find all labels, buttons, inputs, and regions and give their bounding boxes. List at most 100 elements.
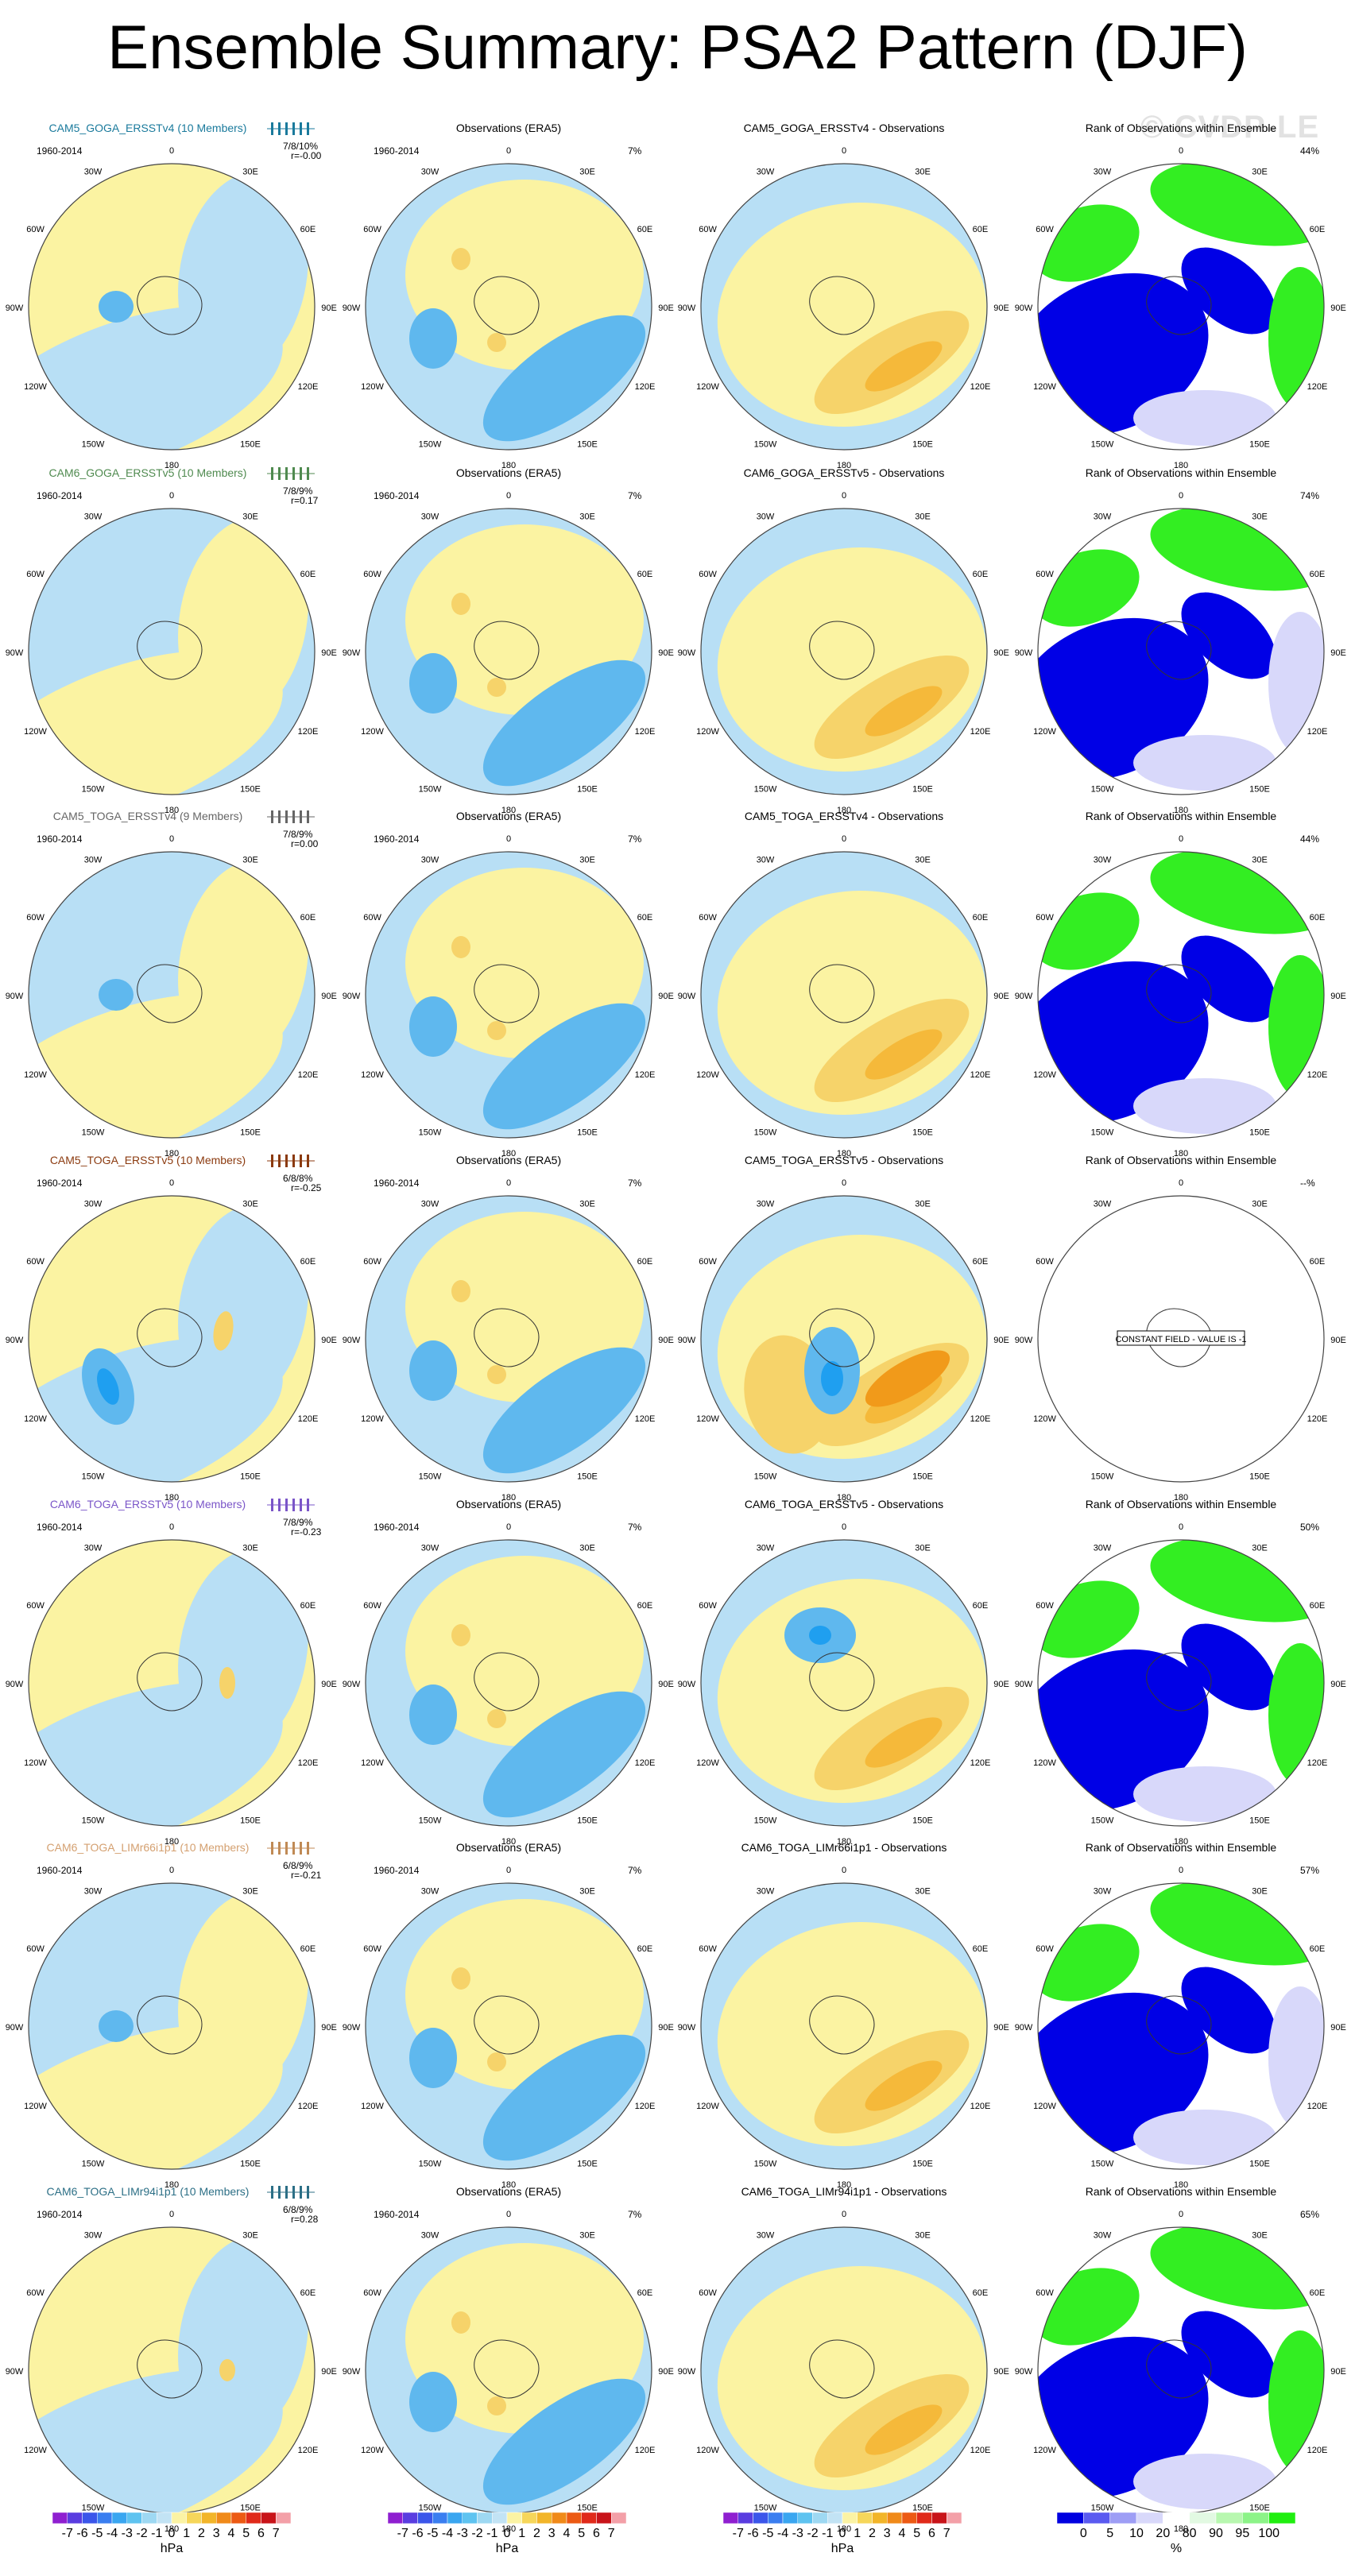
longitude-label: 150W — [419, 2159, 442, 2168]
longitude-label: 30E — [579, 512, 595, 522]
antarctica-outline — [1146, 1995, 1212, 2055]
map-field — [366, 1196, 652, 1482]
longitude-label: 150E — [1249, 2503, 1270, 2512]
longitude-label: 90W — [6, 648, 24, 658]
longitude-label: 90W — [1015, 304, 1033, 313]
longitude-label: 120W — [1033, 1758, 1056, 1768]
longitude-label: 150E — [912, 784, 933, 794]
longitude-label: 0 — [506, 146, 511, 156]
longitude-label: 120W — [24, 2446, 47, 2455]
longitude-label: 60W — [1036, 225, 1054, 234]
colorbar-tick-label: 20 — [1156, 2527, 1170, 2540]
member-tick — [285, 1842, 288, 1855]
longitude-label: 150E — [1249, 439, 1270, 449]
longitude-label: 150E — [1249, 784, 1270, 794]
longitude-label: 150E — [240, 1127, 261, 1137]
diff-panel: 0 30E 60E 90E 120E 150E 180 150W 120W 90W 60W 30W CA… — [678, 1841, 1009, 2190]
map-field — [29, 852, 315, 1138]
longitude-label: 90E — [993, 1336, 1009, 1345]
antarctica-outline — [809, 1652, 875, 1712]
longitude-label: 30E — [1252, 1200, 1268, 1209]
member-tick — [300, 1842, 302, 1855]
longitude-label: 90W — [6, 992, 24, 1001]
longitude-label: 30W — [1094, 168, 1112, 177]
longitude-label: 120W — [696, 1070, 719, 1080]
longitude-label: 120W — [696, 1758, 719, 1768]
longitude-label: 90W — [1015, 1680, 1033, 1689]
longitude-label: 120W — [361, 727, 384, 737]
member-tick — [271, 1842, 273, 1855]
map-boundary — [700, 851, 988, 1139]
longitude-label: 30E — [915, 168, 931, 177]
antarctica-outline — [809, 276, 875, 335]
correlation-label: r=0.28 — [291, 2214, 319, 2225]
colorbar-swatch — [827, 2512, 843, 2524]
longitude-label: 120W — [361, 2446, 384, 2455]
rank-title: Rank of Observations within Ensemble — [1086, 1841, 1277, 1854]
map-boundary — [1037, 1882, 1325, 2170]
antarctica-outline — [474, 2339, 540, 2399]
map-boundary — [1037, 1195, 1325, 1483]
stats-label: 6/8/8% — [283, 1173, 313, 1184]
stats-label: 6/8/9% — [283, 2204, 313, 2215]
model-panel: 0 30E 60E 90E 120E 150E 180 150W 120W 90W 60W 30W CA… — [6, 2185, 337, 2534]
longitude-label: 180 — [165, 1837, 179, 1847]
member-tick — [271, 810, 273, 823]
longitude-label: 60E — [637, 1257, 653, 1267]
colorbar-tick-label: 80 — [1183, 2527, 1197, 2540]
obs-title: Observations (ERA5) — [456, 1841, 561, 1854]
period-label: 1960-2014 — [374, 2209, 420, 2220]
model-title: CAM5_GOGA_ERSSTv4 (10 Members) — [49, 122, 247, 134]
obs-title: Observations (ERA5) — [456, 466, 561, 479]
longitude-label: 120W — [24, 1758, 47, 1768]
longitude-label: 90W — [678, 648, 696, 658]
longitude-label: 0 — [842, 2210, 846, 2219]
longitude-label: 150E — [1249, 1472, 1270, 1481]
longitude-label: 30W — [421, 1887, 439, 1897]
longitude-label: 0 — [506, 2210, 511, 2219]
colorbar-tick-label: 90 — [1209, 2527, 1223, 2540]
longitude-label: 90E — [993, 648, 1009, 658]
map-field — [29, 164, 315, 450]
member-tick — [307, 467, 309, 480]
longitude-label: 30W — [757, 856, 775, 865]
colorbar-tick-label: 1 — [518, 2527, 525, 2540]
period-label: 1960-2014 — [374, 1865, 420, 1876]
longitude-label: 30W — [421, 2231, 439, 2241]
longitude-label: 150E — [577, 439, 598, 449]
period-label: 1960-2014 — [374, 834, 420, 845]
variance-pct: 7% — [628, 490, 642, 501]
diff-title: CAM6_TOGA_LIMr94i1p1 - Observations — [741, 2185, 947, 2198]
longitude-label: 30E — [242, 2231, 258, 2241]
period-label: 1960-2014 — [37, 1178, 83, 1189]
correlation-label: r=-0.25 — [291, 1182, 322, 1193]
colorbar-tick-label: -4 — [777, 2527, 788, 2540]
stats-label: 6/8/9% — [283, 1860, 313, 1871]
longitude-label: 120E — [1307, 1070, 1328, 1080]
longitude-label: 60W — [1036, 913, 1054, 922]
antarctica-outline — [474, 276, 540, 335]
longitude-label: 30E — [579, 1200, 595, 1209]
period-label: 1960-2014 — [374, 1522, 420, 1533]
longitude-label: 120W — [696, 2102, 719, 2111]
constant-field-text: CONSTANT FIELD - VALUE IS -1 — [1115, 1335, 1246, 1344]
longitude-label: 30W — [757, 512, 775, 522]
longitude-label: 150E — [240, 1472, 261, 1481]
colorbar-swatch — [432, 2512, 448, 2524]
longitude-label: 30E — [1252, 512, 1268, 522]
map-field — [701, 2227, 987, 2513]
longitude-label: 150W — [419, 1127, 442, 1137]
antarctica-outline — [809, 2339, 875, 2399]
longitude-label: 90E — [658, 2367, 674, 2377]
diff-title: CAM6_TOGA_ERSSTv5 - Observations — [745, 1498, 943, 1510]
colorbar-swatch — [506, 2512, 522, 2524]
longitude-label: 60E — [300, 913, 316, 922]
diff-panel: 0 30E 60E 90E 120E 150E 180 150W 120W 90W 60W 30W CA… — [678, 1154, 1009, 1503]
antarctica-outline — [809, 1308, 875, 1367]
antarctica-outline — [1146, 621, 1212, 680]
longitude-label: 0 — [842, 1866, 846, 1875]
member-spread-glyph — [267, 467, 315, 480]
longitude-label: 120W — [24, 1070, 47, 1080]
colorbar-swatch — [596, 2512, 612, 2524]
obs-title: Observations (ERA5) — [456, 2185, 561, 2198]
